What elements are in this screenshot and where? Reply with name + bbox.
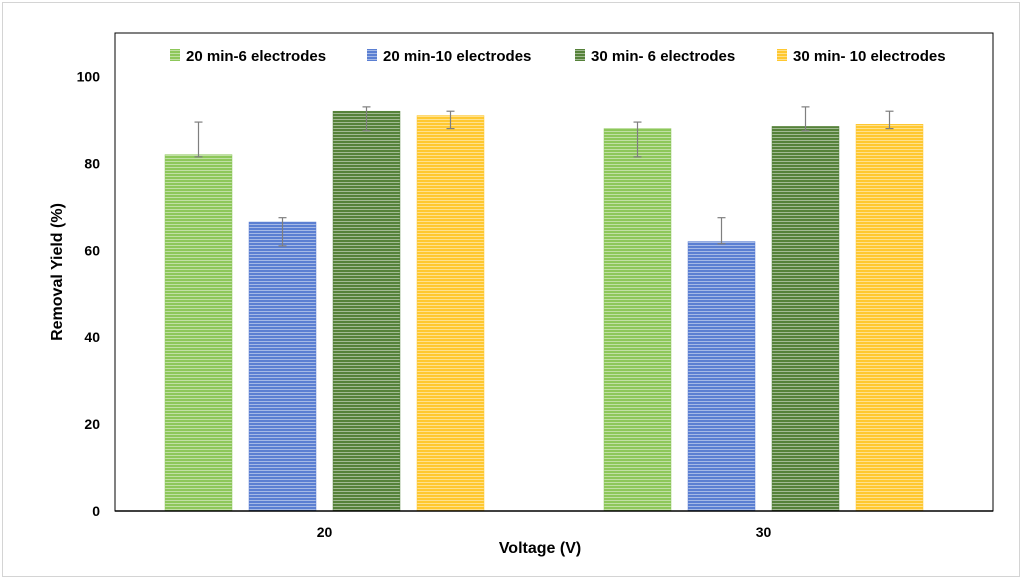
y-tick-label: 80 bbox=[84, 155, 100, 171]
bar-30-min-6-electrodes-20 bbox=[332, 110, 401, 512]
y-tick-label: 100 bbox=[77, 68, 101, 84]
error-bars-layer bbox=[194, 106, 894, 247]
error-bar bbox=[633, 121, 642, 158]
y-tick-label: 0 bbox=[92, 503, 100, 519]
y-tick-labels: 0 20 40 60 80 100 bbox=[77, 68, 101, 519]
x-tick-labels: 20 30 bbox=[317, 524, 772, 540]
bars-layer bbox=[164, 110, 924, 512]
y-tick-label: 40 bbox=[84, 329, 100, 345]
bar-30-min-10-electrodes-30 bbox=[855, 124, 924, 512]
y-tick-label: 60 bbox=[84, 242, 100, 258]
legend-swatch bbox=[575, 49, 585, 61]
legend-label: 30 min- 6 electrodes bbox=[591, 48, 735, 65]
legend-item: 30 min- 10 electrodes bbox=[777, 48, 946, 65]
bar-30-min-6-electrodes-30 bbox=[771, 126, 840, 512]
legend-swatch bbox=[777, 49, 787, 61]
legend-label: 20 min-6 electrodes bbox=[186, 48, 326, 65]
bar-20-min-10-electrodes-30 bbox=[687, 241, 756, 512]
bar-20-min-6-electrodes-30 bbox=[603, 128, 672, 512]
legend-swatch bbox=[170, 49, 180, 61]
error-bar bbox=[278, 217, 287, 247]
error-bar bbox=[446, 110, 455, 130]
legend-item: 20 min-6 electrodes bbox=[170, 48, 326, 65]
legend-item: 20 min-10 electrodes bbox=[367, 48, 531, 65]
bar-20-min-10-electrodes-20 bbox=[248, 221, 317, 512]
legend-label: 30 min- 10 electrodes bbox=[793, 48, 946, 65]
x-tick-label: 20 bbox=[317, 524, 333, 540]
error-bar bbox=[717, 217, 726, 245]
legend-label: 20 min-10 electrodes bbox=[383, 48, 531, 65]
legend-item: 30 min- 6 electrodes bbox=[575, 48, 735, 65]
legend: 20 min-6 electrodes 20 min-10 electrodes 3… bbox=[170, 48, 946, 65]
error-bar bbox=[801, 106, 810, 132]
bar-20-min-6-electrodes-20 bbox=[164, 154, 233, 512]
error-bar bbox=[362, 106, 371, 132]
y-tick-label: 20 bbox=[84, 416, 100, 432]
error-bar bbox=[194, 121, 203, 158]
y-axis-title: Removal Yield (%) bbox=[49, 203, 66, 341]
error-bar bbox=[885, 110, 894, 130]
x-tick-label: 30 bbox=[756, 524, 772, 540]
x-axis-title: Voltage (V) bbox=[499, 540, 581, 557]
legend-swatch bbox=[367, 49, 377, 61]
bar-30-min-10-electrodes-20 bbox=[416, 115, 485, 512]
